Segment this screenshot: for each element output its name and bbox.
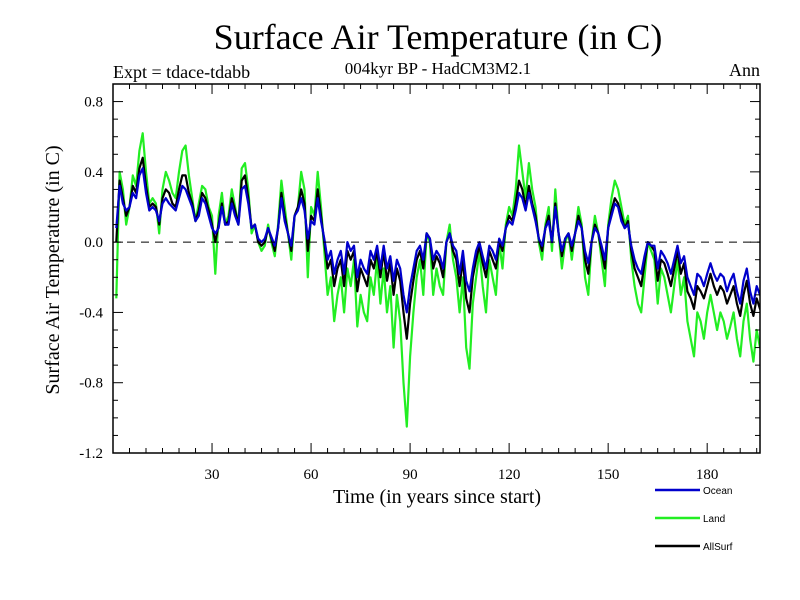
axis-ticks: 30 60 90 120 150 180 -1.2 -0.8 -0.4 0.0 0.4 0.8 (79, 84, 760, 483)
y-tick-label: -0.8 (79, 376, 103, 392)
y-tick-label: 0.4 (84, 165, 103, 181)
series-layer (115, 132, 760, 428)
chart-title: Surface Air Temperature (in C) (214, 17, 663, 57)
season-label: Ann (729, 60, 760, 80)
legend: Ocean Land AllSurf (655, 486, 733, 553)
legend-label-allsurf: AllSurf (703, 542, 733, 553)
y-tick-label: 0.0 (84, 235, 103, 251)
y-axis-label: Surface Air Temperature (in C) (42, 145, 64, 394)
y-tick-label: 0.8 (84, 95, 103, 111)
x-tick-label: 150 (597, 467, 620, 483)
experiment-label: Expt = tdace-tdabb (113, 62, 250, 82)
series-line-ocean (115, 167, 760, 314)
chart-subtitle: 004kyr BP - HadCM3M2.1 (345, 59, 531, 78)
series-line-land (115, 132, 760, 428)
y-tick-label: -1.2 (79, 446, 103, 462)
x-tick-label: 60 (304, 467, 319, 483)
x-tick-label: 180 (696, 467, 719, 483)
plot-frame (112, 83, 761, 454)
x-tick-label: 90 (403, 467, 418, 483)
x-axis-label: Time (in years since start) (333, 486, 541, 508)
legend-label-ocean: Ocean (703, 486, 732, 497)
x-tick-label: 30 (205, 467, 220, 483)
legend-label-land: Land (703, 514, 725, 525)
x-tick-label: 120 (498, 467, 521, 483)
y-tick-label: -0.4 (79, 305, 103, 321)
